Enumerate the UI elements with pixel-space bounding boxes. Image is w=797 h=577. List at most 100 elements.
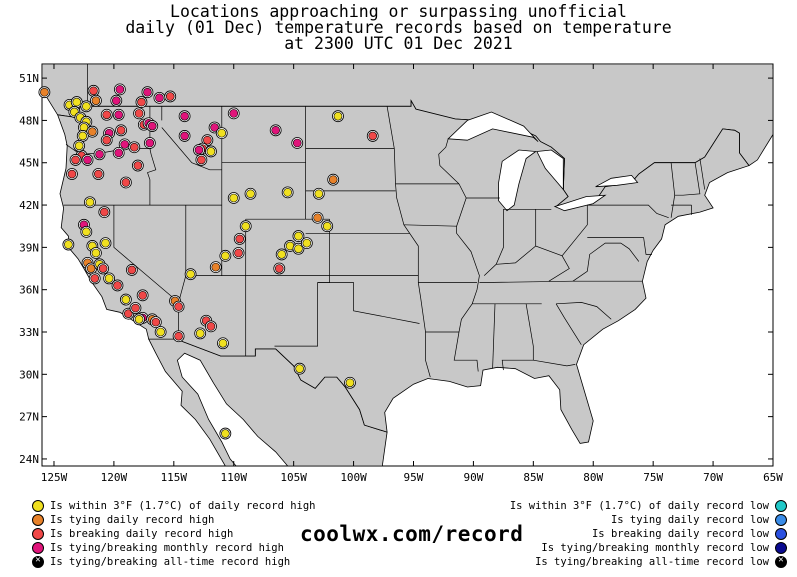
station-marker-monthly-high — [178, 110, 191, 123]
legend-label: Is breaking daily record high — [50, 528, 234, 540]
station-fill — [40, 87, 49, 97]
legend-label: Is tying daily record high — [50, 514, 215, 526]
station-marker-near-high — [215, 127, 228, 140]
station-fill — [95, 149, 104, 159]
station-fill — [203, 135, 212, 145]
legend-item-left-4: Is tying/breaking monthly record high — [32, 542, 284, 554]
station-fill — [82, 227, 91, 237]
station-marker-near-high — [292, 230, 305, 242]
legend-dot — [775, 514, 787, 526]
station-fill — [78, 131, 88, 141]
station-marker-near-high — [184, 268, 197, 281]
station-marker-near-high — [300, 237, 313, 250]
lat-label: 24N — [19, 453, 39, 466]
station-marker-break-high — [88, 272, 101, 285]
legend-label: Is tying/breaking all-time record high — [50, 556, 291, 568]
station-marker-tie-high — [209, 261, 222, 274]
station-fill — [111, 96, 121, 105]
station-marker-near-high — [321, 220, 334, 233]
station-fill — [131, 303, 140, 313]
station-fill — [104, 274, 114, 283]
station-marker-monthly-high — [227, 107, 240, 120]
lon-label: 120W — [101, 471, 128, 484]
great-lake-4 — [553, 194, 607, 212]
station-fill — [345, 378, 355, 388]
state-border-22 — [403, 224, 457, 227]
station-fill — [295, 364, 304, 373]
station-fill — [114, 110, 123, 120]
station-fill — [294, 244, 303, 254]
station-fill — [64, 240, 73, 249]
legend-item-right-5: Is tying/breaking all-time record low — [535, 555, 787, 568]
lon-label: 75W — [643, 471, 663, 484]
station-fill — [151, 317, 161, 327]
lon-label: 65W — [763, 471, 783, 484]
lon-label: 80W — [583, 471, 603, 484]
station-fill — [123, 309, 133, 318]
station-marker-break-high — [172, 330, 185, 343]
lon-label: 110W — [220, 471, 247, 484]
station-fill — [234, 248, 243, 258]
station-marker-near-high — [344, 376, 356, 389]
station-fill — [67, 169, 77, 179]
state-border-8 — [161, 127, 222, 171]
state-border-46 — [555, 303, 582, 345]
state-border-28 — [483, 209, 504, 276]
title-line-3: at 2300 UTC 01 Dec 2021 — [284, 34, 513, 53]
station-fill — [101, 238, 110, 248]
station-marker-break-high — [100, 108, 113, 121]
state-border-20 — [386, 106, 431, 378]
state-border-4 — [113, 205, 179, 303]
legend-dot — [32, 514, 44, 526]
lat-label: 51N — [19, 72, 39, 85]
station-fill — [94, 169, 103, 179]
legend-dot — [32, 500, 44, 512]
great-lake-2 — [498, 149, 537, 212]
station-marker-break-high — [87, 84, 100, 97]
map-title: Locations approaching or surpassing unof… — [0, 3, 797, 53]
legend-label: Is within 3°F (1.7°C) of daily record hi… — [50, 500, 316, 512]
lat-label: 39N — [19, 241, 39, 254]
station-marker-break-high — [128, 141, 141, 154]
lon-label: 115W — [161, 471, 188, 484]
lat-label: 36N — [19, 284, 39, 297]
station-fill — [229, 193, 239, 203]
station-fill — [98, 264, 108, 273]
station-fill — [322, 221, 332, 231]
station-fill — [143, 87, 152, 97]
lon-label: 70W — [703, 471, 723, 484]
station-marker-near-high — [80, 225, 93, 238]
station-fill — [294, 231, 303, 241]
station-fill — [302, 238, 312, 248]
state-border-44 — [533, 359, 576, 367]
station-fill — [147, 121, 157, 131]
station-fill — [156, 327, 165, 337]
station-marker-near-high — [219, 427, 232, 440]
station-fill — [72, 97, 82, 107]
station-fill — [138, 291, 147, 300]
legend-label: Is tying daily record low — [610, 514, 769, 526]
station-fill — [121, 178, 131, 187]
state-border-25 — [453, 183, 480, 372]
legend-dot — [32, 542, 44, 554]
legend-label: Is within 3°F (1.7°C) of daily record lo… — [509, 500, 769, 512]
station-marker-monthly-high — [112, 146, 125, 159]
station-fill — [174, 331, 183, 341]
station-fill — [211, 262, 221, 272]
station-marker-monthly-high — [291, 137, 304, 149]
station-marker-near-high — [244, 187, 257, 200]
station-marker-break-high — [232, 247, 245, 259]
legend-item-right-3: Is breaking daily record low — [592, 528, 787, 540]
legend-item-left-3: Is breaking daily record high — [32, 528, 233, 540]
station-marker-break-high — [149, 316, 162, 329]
station-fill — [91, 248, 101, 258]
station-fill — [91, 96, 101, 105]
lat-label: 33N — [19, 326, 39, 339]
station-fill — [206, 322, 216, 331]
legend-label: Is breaking daily record low — [591, 528, 769, 540]
great-lake-3 — [536, 149, 564, 191]
station-marker-monthly-high — [118, 138, 131, 151]
station-marker-near-high — [80, 100, 93, 113]
station-marker-near-high — [217, 337, 229, 350]
